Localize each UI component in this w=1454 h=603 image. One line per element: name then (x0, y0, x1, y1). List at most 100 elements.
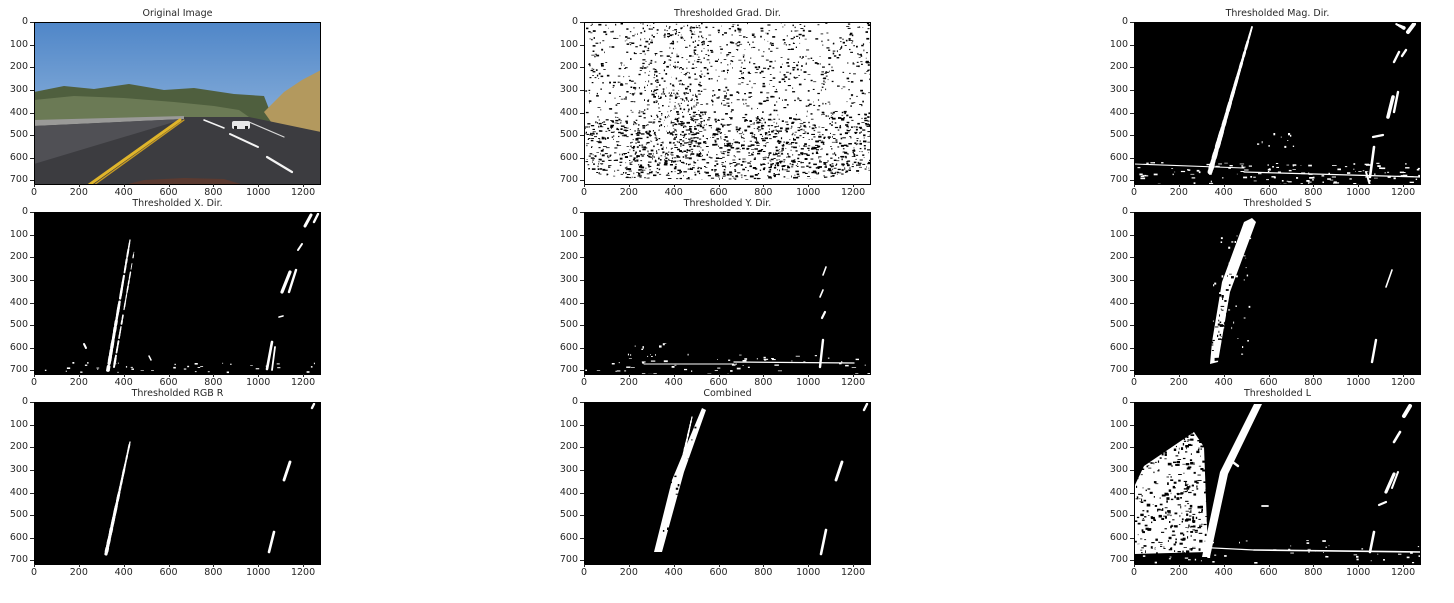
y-tick-label: 600 (556, 532, 584, 543)
subplot-panel: Original Image 0 100 200 300 400 500 600 700 0 200… (10, 8, 321, 198)
subplot-title: Thresholded L (1243, 388, 1311, 399)
y-tick-label: 500 (556, 130, 584, 140)
y-tick-label: 500 (1106, 510, 1134, 520)
y-tick-label: 300 (6, 274, 34, 285)
y-tick-label: 0 (1106, 17, 1134, 27)
x-tick-label: 0 (1118, 184, 1150, 198)
y-tick-label: 300 (556, 274, 584, 285)
subplot-panel: Thresholded Grad. Dir. 0 100 200 300 400 500 60… (560, 8, 871, 198)
x-tick-label: 0 (18, 184, 50, 198)
y-tick-label: 0 (1106, 207, 1134, 217)
x-tick-label: 400 (658, 374, 690, 388)
x-tick-label: 1000 (792, 374, 824, 388)
y-tick-label: 600 (6, 342, 34, 353)
x-tick-label: 0 (1118, 564, 1150, 578)
y-tick-label: 700 (1106, 555, 1134, 565)
x-tick-label: 800 (1297, 184, 1329, 198)
x-tick-label: 400 (108, 374, 140, 388)
x-tick-label: 200 (613, 374, 645, 388)
y-tick-label: 100 (1106, 419, 1134, 430)
x-tick-label: 200 (613, 184, 645, 198)
x-tick-label: 200 (63, 374, 95, 388)
subplot-title: Thresholded RGB R (131, 388, 224, 399)
y-tick-label: 500 (1106, 130, 1134, 140)
y-tick-label: 700 (1106, 365, 1134, 375)
x-tick-label: 600 (153, 564, 185, 578)
x-tick-label: 800 (197, 564, 229, 578)
x-tick-label: 600 (1253, 184, 1285, 198)
y-gradient-threshold-image (584, 212, 871, 375)
y-tick-label: 0 (6, 397, 34, 407)
gradient-direction-threshold-image (584, 22, 871, 185)
y-tick-label: 100 (556, 39, 584, 50)
x-tick-label: 0 (568, 184, 600, 198)
y-tick-label: 400 (556, 487, 584, 498)
y-tick-label: 600 (6, 152, 34, 163)
y-tick-label: 500 (1106, 320, 1134, 330)
l-channel-threshold-image (1134, 402, 1421, 565)
y-tick-label: 300 (6, 464, 34, 475)
x-tick-label: 1000 (1342, 374, 1374, 388)
y-tick-label: 500 (6, 510, 34, 520)
combined-threshold-image (584, 402, 871, 565)
road-photo-image (34, 22, 321, 185)
x-tick-label: 1000 (1342, 184, 1374, 198)
x-tick-label: 1000 (242, 374, 274, 388)
x-tick-label: 600 (153, 184, 185, 198)
y-tick-label: 700 (6, 365, 34, 375)
y-tick-label: 500 (6, 130, 34, 140)
y-tick-label: 700 (556, 175, 584, 185)
y-tick-label: 200 (6, 252, 34, 262)
y-tick-label: 500 (556, 320, 584, 330)
x-tick-label: 1200 (837, 374, 869, 388)
y-tick-label: 200 (1106, 62, 1134, 72)
subplot-title: Thresholded X. Dir. (132, 198, 223, 209)
x-tick-label: 1200 (287, 184, 319, 198)
x-tick-label: 800 (1297, 374, 1329, 388)
x-tick-label: 400 (108, 564, 140, 578)
subplot-title: Combined (703, 388, 752, 399)
x-tick-label: 600 (1253, 374, 1285, 388)
y-tick-label: 300 (1106, 84, 1134, 95)
y-tick-label: 0 (556, 207, 584, 217)
subplot-panel: Thresholded Mag. Dir. 0 100 200 300 400 500 600… (1110, 8, 1421, 198)
y-tick-label: 700 (1106, 175, 1134, 185)
y-tick-label: 700 (556, 555, 584, 565)
y-tick-label: 200 (1106, 442, 1134, 452)
x-tick-label: 800 (197, 184, 229, 198)
x-tick-label: 1200 (287, 374, 319, 388)
y-tick-label: 100 (1106, 39, 1134, 50)
subplot-panel: Thresholded RGB R 0 100 200 300 400 500 600 700 0… (10, 388, 321, 578)
x-tick-label: 600 (703, 564, 735, 578)
x-tick-label: 800 (747, 564, 779, 578)
y-tick-label: 700 (6, 555, 34, 565)
x-tick-label: 200 (63, 564, 95, 578)
x-tick-label: 1200 (287, 564, 319, 578)
y-tick-label: 500 (556, 510, 584, 520)
y-tick-label: 100 (1106, 229, 1134, 240)
x-tick-label: 0 (18, 374, 50, 388)
y-tick-label: 100 (6, 229, 34, 240)
x-tick-label: 0 (568, 564, 600, 578)
y-tick-label: 400 (556, 107, 584, 118)
x-tick-label: 600 (1253, 564, 1285, 578)
y-tick-label: 200 (556, 62, 584, 72)
x-tick-label: 800 (747, 184, 779, 198)
y-tick-label: 600 (1106, 532, 1134, 543)
y-tick-label: 300 (1106, 464, 1134, 475)
y-tick-label: 100 (6, 39, 34, 50)
rgb-r-threshold-image (34, 402, 321, 565)
subplot-panel: Combined 0 100 200 300 400 500 600 700 0 200 400 600… (560, 388, 871, 578)
y-tick-label: 0 (556, 397, 584, 407)
y-tick-label: 200 (1106, 252, 1134, 262)
x-tick-label: 1000 (792, 564, 824, 578)
x-tick-label: 400 (1208, 184, 1240, 198)
y-tick-label: 0 (6, 17, 34, 27)
x-tick-label: 200 (1163, 564, 1195, 578)
x-tick-label: 0 (568, 374, 600, 388)
y-tick-label: 500 (6, 320, 34, 330)
x-tick-label: 1200 (837, 184, 869, 198)
y-tick-label: 600 (6, 532, 34, 543)
x-tick-label: 400 (658, 184, 690, 198)
x-tick-label: 1200 (1387, 184, 1419, 198)
